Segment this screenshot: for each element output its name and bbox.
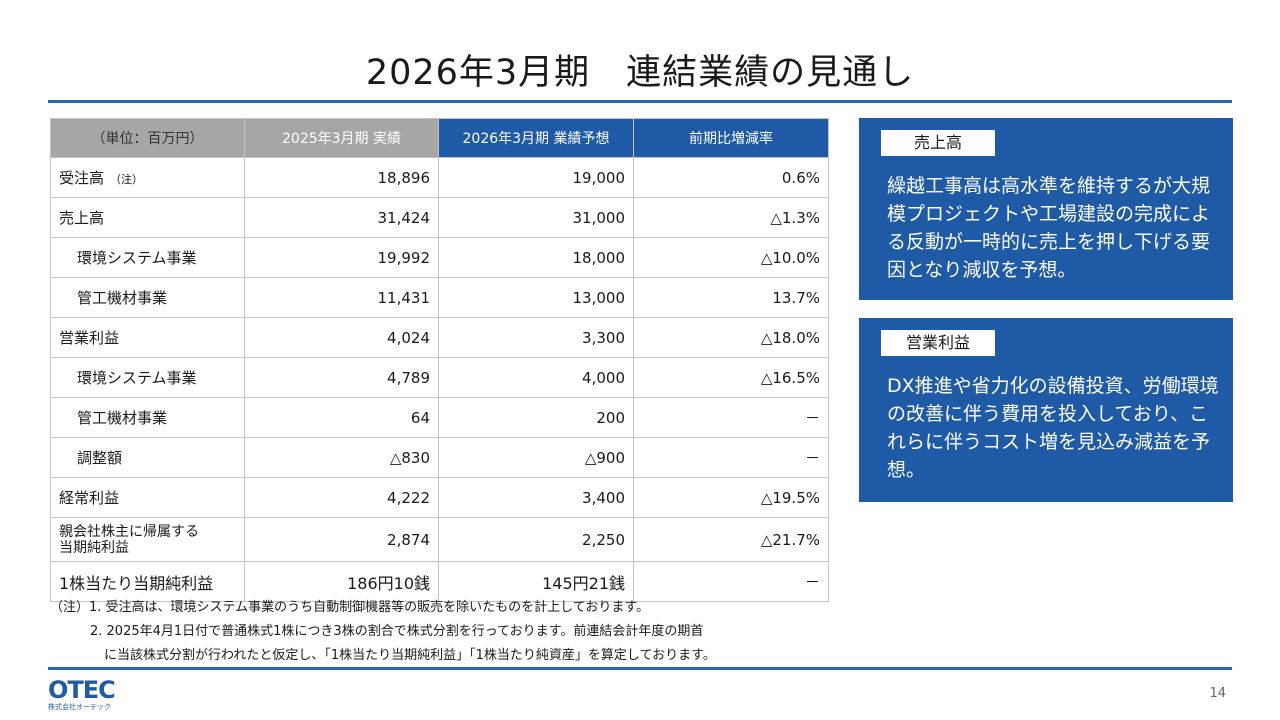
row-label: 管工機材事業 [50, 397, 245, 438]
table-header-row: （単位：百万円） 2025年3月期 実績 2026年3月期 業績予想 前期比増減… [50, 118, 829, 158]
forecast-value: 2,250 [438, 517, 634, 562]
logo-mark: OTEC [48, 676, 116, 704]
change-value: 0.6% [633, 157, 829, 198]
row-label: 環境システム事業 [50, 357, 245, 398]
change-value: 13.7% [633, 277, 829, 318]
forecast-value: 200 [438, 397, 634, 438]
forecast-value: △900 [438, 437, 634, 478]
title-divider [48, 100, 1232, 103]
table-row: 親会社株主に帰属する 当期純利益 2,874 2,250 △21.7% [50, 517, 829, 562]
change-value: － [633, 561, 829, 602]
table-row: 受注高 （注） 18,896 19,000 0.6% [50, 157, 829, 198]
row-label: 売上高 [50, 197, 245, 238]
forecast-value: 3,400 [438, 477, 634, 518]
forecast-value: 4,000 [438, 357, 634, 398]
table-row: 管工機材事業 64 200 － [50, 397, 829, 438]
row-label: 1株当たり当期純利益 [50, 561, 245, 602]
prev-value: 11,431 [244, 277, 439, 318]
forecast-value: 31,000 [438, 197, 634, 238]
footnotes: （注）1. 受注高は、環境システム事業のうち自動制御機器等の販売を除いたものを計… [50, 596, 716, 668]
row-label: 経常利益 [50, 477, 245, 518]
logo-subtitle: 株式会社オーテック [48, 703, 111, 711]
change-value: － [633, 437, 829, 478]
row-label: 調整額 [50, 437, 245, 478]
company-logo: OTEC 株式会社オーテック [48, 677, 116, 715]
profit-tag: 営業利益 [881, 330, 995, 356]
unit-header: （単位：百万円） [50, 118, 245, 158]
change-value: △10.0% [633, 237, 829, 278]
forecast-header: 2026年3月期 業績予想 [438, 118, 634, 158]
row-label: 管工機材事業 [50, 277, 245, 318]
prev-year-header: 2025年3月期 実績 [244, 118, 439, 158]
change-value: △18.0% [633, 317, 829, 358]
change-value: △19.5% [633, 477, 829, 518]
forecast-value: 13,000 [438, 277, 634, 318]
prev-value: 64 [244, 397, 439, 438]
table-row: 1株当たり当期純利益 186円10銭 145円21銭 － [50, 561, 829, 602]
row-label: 受注高 （注） [50, 157, 245, 198]
forecast-value: 19,000 [438, 157, 634, 198]
page-number: 14 [1209, 686, 1226, 701]
sales-commentary-box: 売上高 繰越工事高は高水準を維持するが大規模プロジェクトや工場建設の完成による反… [859, 118, 1233, 300]
prev-value: 31,424 [244, 197, 439, 238]
footer-divider [48, 667, 1232, 670]
table-row: 調整額 △830 △900 － [50, 437, 829, 478]
profit-commentary: DX推進や省力化の設備投資、労働環境の改善に伴う費用を投入しており、これらに伴う… [887, 375, 1219, 481]
prev-value: 4,024 [244, 317, 439, 358]
profit-commentary-box: 営業利益 DX推進や省力化の設備投資、労働環境の改善に伴う費用を投入しており、こ… [859, 318, 1233, 502]
prev-value: 186円10銭 [244, 561, 439, 602]
footnote-1: （注）1. 受注高は、環境システム事業のうち自動制御機器等の販売を除いたものを計… [50, 600, 650, 615]
change-value: △1.3% [633, 197, 829, 238]
change-value: △21.7% [633, 517, 829, 562]
forecast-table: （単位：百万円） 2025年3月期 実績 2026年3月期 業績予想 前期比増減… [50, 118, 829, 602]
sales-commentary: 繰越工事高は高水準を維持するが大規模プロジェクトや工場建設の完成による反動が一時… [887, 175, 1211, 281]
change-header: 前期比増減率 [633, 118, 829, 158]
page-title: 2026年3月期 連結業績の見通し [365, 53, 915, 93]
prev-value: 4,789 [244, 357, 439, 398]
row-label: 親会社株主に帰属する 当期純利益 [50, 517, 245, 562]
sales-tag: 売上高 [881, 130, 995, 156]
prev-value: △830 [244, 437, 439, 478]
table-row: 環境システム事業 4,789 4,000 △16.5% [50, 357, 829, 398]
forecast-value: 18,000 [438, 237, 634, 278]
footnote-2-cont: に当該株式分割が行われたと仮定し、「1株当たり当期純利益」「1株当たり純資産」を… [104, 648, 716, 663]
change-value: － [633, 397, 829, 438]
forecast-value: 3,300 [438, 317, 634, 358]
prev-value: 4,222 [244, 477, 439, 518]
prev-value: 2,874 [244, 517, 439, 562]
row-label: 営業利益 [50, 317, 245, 358]
footnote-2: 2. 2025年4月1日付で普通株式1株につき3株の割合で株式分割を行っておりま… [90, 624, 704, 639]
prev-value: 19,992 [244, 237, 439, 278]
table-row: 管工機材事業 11,431 13,000 13.7% [50, 277, 829, 318]
table-row: 環境システム事業 19,992 18,000 △10.0% [50, 237, 829, 278]
change-value: △16.5% [633, 357, 829, 398]
row-note: （注） [110, 173, 144, 186]
row-label: 環境システム事業 [50, 237, 245, 278]
table-row: 売上高 31,424 31,000 △1.3% [50, 197, 829, 238]
table-row: 営業利益 4,024 3,300 △18.0% [50, 317, 829, 358]
table-row: 経常利益 4,222 3,400 △19.5% [50, 477, 829, 518]
prev-value: 18,896 [244, 157, 439, 198]
